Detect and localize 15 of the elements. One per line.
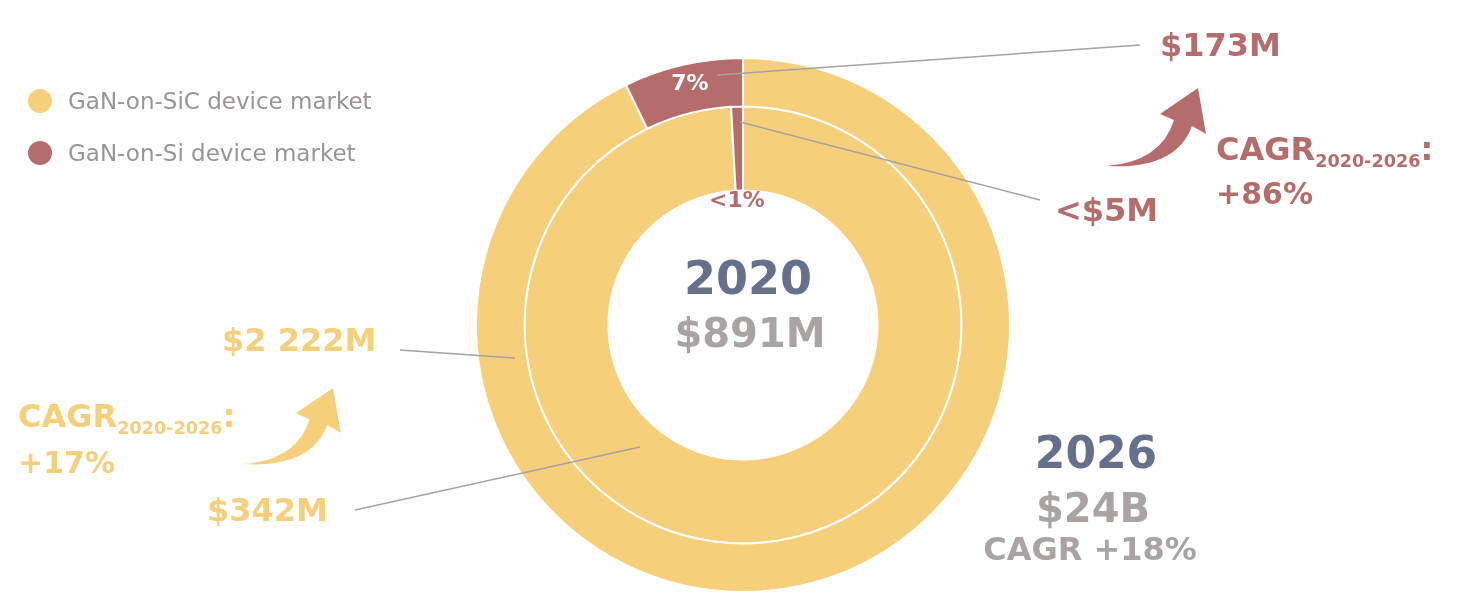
legend-label: GaN-on-SiC device market xyxy=(68,88,372,114)
slice-label: 2026 xyxy=(1034,427,1158,479)
data-label: $173M xyxy=(1160,26,1281,65)
text: CAGR$_{2020-2026}$: xyxy=(1216,129,1434,174)
text: 7% xyxy=(670,68,710,97)
text: +86% xyxy=(1216,174,1313,213)
slice-label: 2020 xyxy=(683,250,813,305)
text: $891M xyxy=(673,309,827,358)
data-label: <$5M xyxy=(1055,191,1159,230)
text: +17% xyxy=(18,443,115,482)
text: <1% xyxy=(708,185,766,214)
legend-label: GaN-on-Si device market xyxy=(68,140,356,166)
data-label: $342M xyxy=(207,491,328,530)
text: CAGR$_{2020-2026}$: xyxy=(18,396,236,441)
data-label: $2 222M xyxy=(222,321,377,360)
